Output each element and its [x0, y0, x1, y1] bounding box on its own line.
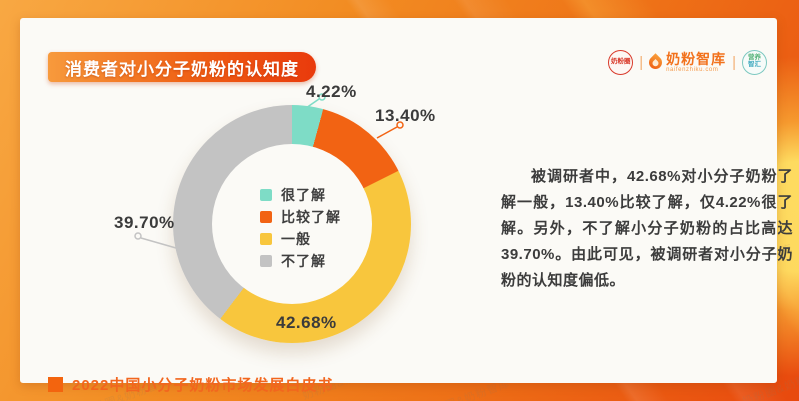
source-footer: 2022中国小分子奶粉市场发展白皮书: [48, 374, 333, 395]
legend-swatch-icon: [260, 254, 272, 267]
badge-logo: 营养 智汇: [742, 49, 767, 75]
footer-bullet-icon: [48, 377, 63, 392]
brand-logo: 奶粉智库 naifenzhiku.com: [646, 50, 727, 73]
logo-separator: |: [732, 53, 736, 71]
data-label-very-familiar: 4.22%: [306, 82, 357, 101]
donut-hole: [212, 144, 372, 304]
brand-logos: 奶粉圈 | 奶粉智库 naifenzhiku.com | 营养 智汇: [608, 48, 767, 76]
legend-swatch-icon: [260, 188, 272, 201]
page-title: 消费者对小分子奶粉的认知度: [65, 59, 299, 79]
legend-item-average: 一般: [260, 231, 341, 247]
source-label: 2022中国小分子奶粉市场发展白皮书: [72, 377, 334, 394]
legend-swatch-icon: [260, 232, 272, 245]
flame-icon: [646, 52, 665, 72]
data-label-fairly-familiar: 13.40%: [375, 106, 436, 125]
legend-item-unfamiliar: 不了解: [260, 253, 341, 269]
logo-separator: |: [639, 53, 644, 71]
chart-legend: 很了解 比较了解 一般 不了解: [260, 187, 341, 269]
data-label-average: 42.68%: [276, 313, 337, 332]
data-label-unfamiliar: 39.70%: [114, 213, 175, 232]
page-title-banner: 消费者对小分子奶粉的认知度: [48, 52, 316, 82]
analysis-paragraph: 被调研者中，42.68%对小分子奶粉了解一般，13.40%比较了解，仅4.22%…: [501, 168, 793, 289]
stamp-logo: 奶粉圈: [608, 49, 634, 75]
badge-logo-line1: 营养: [748, 54, 761, 62]
legend-item-very-familiar: 很了解: [260, 187, 341, 203]
legend-item-fairly-familiar: 比较了解: [260, 209, 341, 225]
brand-url: naifenzhiku.com: [666, 66, 719, 73]
legend-swatch-icon: [260, 210, 272, 223]
badge-logo-line2: 智汇: [748, 61, 761, 68]
stamp-logo-text: 奶粉圈: [610, 57, 631, 65]
brand-name: 奶粉智库: [666, 50, 727, 67]
